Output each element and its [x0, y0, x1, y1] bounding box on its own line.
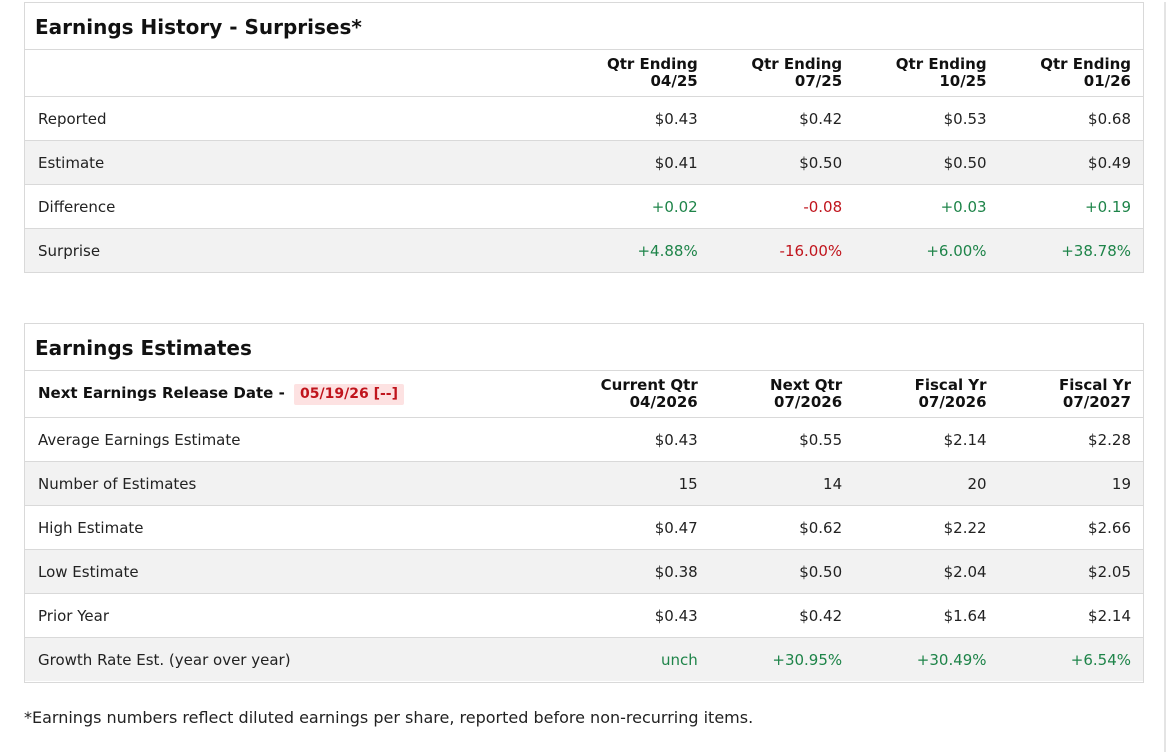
column-header-line2: 07/2027: [1062, 393, 1131, 411]
table-cell: $2.04: [854, 549, 999, 594]
row-label: Surprise: [25, 228, 566, 272]
earnings-estimates-title: Earnings Estimates: [25, 324, 1143, 371]
table-cell: -0.08: [709, 184, 855, 229]
row-label: Average Earnings Estimate: [25, 417, 566, 462]
table-row: High Estimate $0.47 $0.62 $2.22 $2.66: [25, 505, 1143, 550]
column-header-line1: Fiscal Yr: [1059, 376, 1131, 394]
table-cell: $0.43: [565, 417, 710, 462]
column-header-line2: 04/2026: [629, 393, 698, 411]
column-header-line2: 07/2026: [774, 393, 843, 411]
table-cell: $2.05: [998, 549, 1143, 594]
earnings-estimates-table: Next Earnings Release Date - 05/19/26 [-…: [25, 371, 1143, 681]
row-label: Prior Year: [25, 593, 566, 638]
column-header: Qtr Ending 10/25: [854, 50, 999, 97]
column-header: Fiscal Yr 07/2027: [998, 371, 1143, 418]
table-cell: 15: [565, 461, 710, 506]
table-cell: $2.66: [998, 505, 1143, 550]
table-cell: $0.62: [709, 505, 855, 550]
table-cell: $2.14: [854, 417, 999, 462]
footnote: *Earnings numbers reflect diluted earnin…: [24, 708, 754, 727]
earnings-estimates-panel: Earnings Estimates Next Earnings Release…: [24, 323, 1144, 683]
column-header: Current Qtr 04/2026: [565, 371, 710, 418]
column-header: Fiscal Yr 07/2026: [854, 371, 999, 418]
column-header-line2: 07/2026: [918, 393, 987, 411]
next-release-date-badge: 05/19/26 [--]: [294, 383, 404, 405]
column-header-line2: 04/25: [650, 72, 698, 90]
table-cell: +0.03: [854, 184, 999, 229]
table-cell: 20: [854, 461, 999, 506]
table-cell: 19: [998, 461, 1143, 506]
column-header: Qtr Ending 01/26: [998, 50, 1143, 97]
column-header: Qtr Ending 07/25: [709, 50, 855, 97]
table-cell: $0.50: [854, 140, 999, 185]
column-header-line2: 10/25: [939, 72, 987, 90]
table-cell: $0.41: [565, 140, 710, 185]
row-label: Estimate: [25, 140, 566, 185]
column-header-line1: Next Qtr: [770, 376, 843, 394]
table-cell: $0.50: [709, 140, 855, 185]
table-cell: $0.47: [565, 505, 710, 550]
next-release-label: Next Earnings Release Date -: [38, 383, 285, 402]
column-header-line1: Qtr Ending: [895, 55, 987, 73]
table-row: Growth Rate Est. (year over year) unch +…: [25, 637, 1143, 681]
table-cell: $2.28: [998, 417, 1143, 462]
table-cell: +38.78%: [998, 228, 1143, 272]
table-cell: $0.42: [709, 593, 855, 638]
table-cell: +30.49%: [854, 637, 999, 681]
table-cell: $2.14: [998, 593, 1143, 638]
table-cell: unch: [565, 637, 710, 681]
column-header: Qtr Ending 04/25: [565, 50, 710, 97]
table-row: Estimate $0.41 $0.50 $0.50 $0.49: [25, 140, 1143, 185]
table-cell: -16.00%: [709, 228, 855, 272]
column-header-line1: Qtr Ending: [1040, 55, 1131, 73]
column-header-line2: 07/25: [794, 72, 843, 90]
column-header-line1: Qtr Ending: [751, 55, 843, 73]
row-label: Difference: [25, 184, 566, 229]
table-cell: +0.19: [998, 184, 1143, 229]
table-cell: $0.68: [998, 96, 1143, 141]
table-row: Average Earnings Estimate $0.43 $0.55 $2…: [25, 417, 1143, 462]
table-cell: $0.38: [565, 549, 710, 594]
column-header-line2: 01/26: [1083, 72, 1131, 90]
table-header-row: Qtr Ending 04/25 Qtr Ending 07/25 Qtr Endi…: [25, 50, 1143, 97]
table-cell: $0.42: [709, 96, 855, 141]
table-cell: $0.43: [565, 593, 710, 638]
row-label: High Estimate: [25, 505, 566, 550]
scrollbar-track[interactable]: [1164, 2, 1166, 752]
table-cell: $0.43: [565, 96, 710, 141]
row-label: Reported: [25, 96, 566, 141]
table-cell: 14: [709, 461, 855, 506]
table-cell: $0.50: [709, 549, 855, 594]
column-header: Next Qtr 07/2026: [709, 371, 855, 418]
table-row: Surprise +4.88% -16.00% +6.00% +38.78%: [25, 228, 1143, 272]
table-cell: $1.64: [854, 593, 999, 638]
table-cell: +6.54%: [998, 637, 1143, 681]
column-header-line1: Current Qtr: [600, 376, 698, 394]
table-row: Reported $0.43 $0.42 $0.53 $0.68: [25, 96, 1143, 141]
table-cell: +30.95%: [709, 637, 855, 681]
table-cell: $0.53: [854, 96, 999, 141]
table-cell: +4.88%: [565, 228, 710, 272]
row-label: Growth Rate Est. (year over year): [25, 637, 566, 681]
table-row: Difference +0.02 -0.08 +0.03 +0.19: [25, 184, 1143, 229]
table-row: Low Estimate $0.38 $0.50 $2.04 $2.05: [25, 549, 1143, 594]
next-release-header: Next Earnings Release Date - 05/19/26 [-…: [25, 371, 566, 418]
earnings-history-panel: Earnings History - Surprises* Qtr Ending…: [24, 2, 1144, 273]
table-cell: +0.02: [565, 184, 710, 229]
column-header-line1: Fiscal Yr: [914, 376, 987, 394]
table-header-row: Next Earnings Release Date - 05/19/26 [-…: [25, 371, 1143, 418]
row-label: Low Estimate: [25, 549, 566, 594]
table-cell: +6.00%: [854, 228, 999, 272]
column-header-line1: Qtr Ending: [606, 55, 698, 73]
table-cell: $0.49: [998, 140, 1143, 185]
table-cell: $0.55: [709, 417, 855, 462]
table-row: Number of Estimates 15 14 20 19: [25, 461, 1143, 506]
earnings-history-title: Earnings History - Surprises*: [25, 3, 1143, 50]
row-label-header: [25, 50, 566, 97]
earnings-history-table: Qtr Ending 04/25 Qtr Ending 07/25 Qtr Endi…: [25, 50, 1143, 272]
table-cell: $2.22: [854, 505, 999, 550]
row-label: Number of Estimates: [25, 461, 566, 506]
table-row: Prior Year $0.43 $0.42 $1.64 $2.14: [25, 593, 1143, 638]
